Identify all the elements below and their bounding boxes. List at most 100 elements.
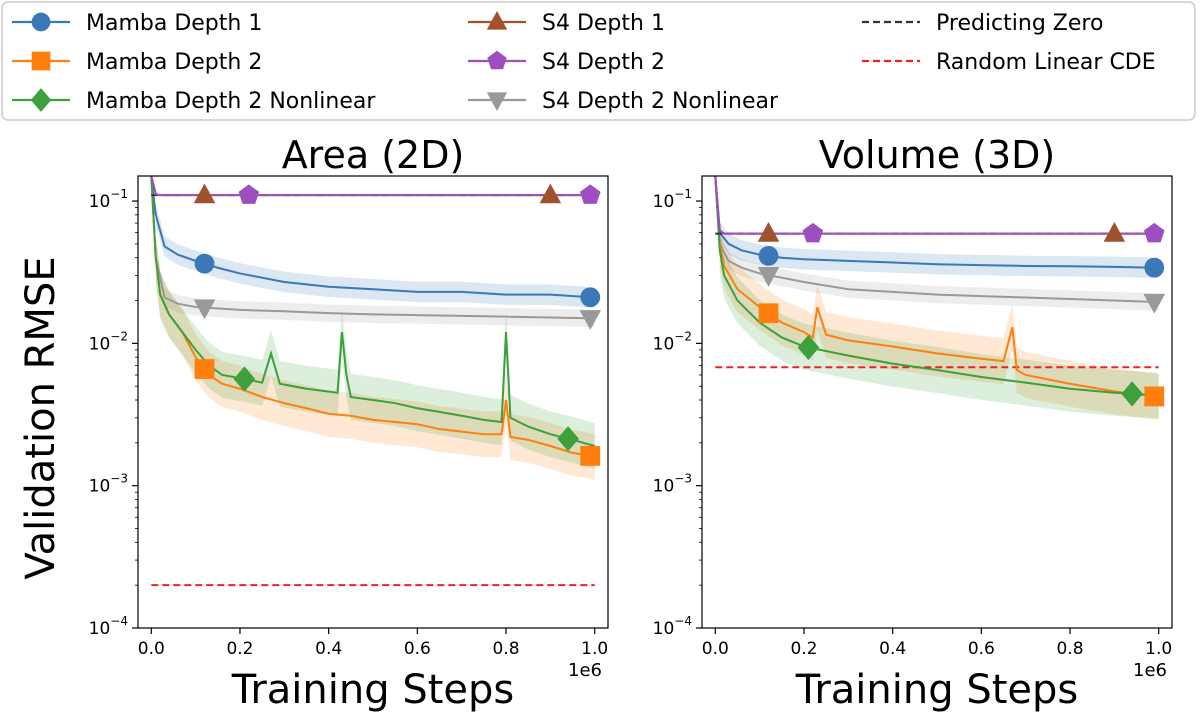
band-mamba2 [155, 234, 595, 480]
data-marker-triangle-down-icon [1143, 293, 1166, 314]
legend-label: Mamba Depth 1 [86, 11, 262, 36]
y-tick-label: 10−3 [653, 472, 692, 497]
y-tick-label: 10−4 [653, 614, 692, 639]
band-mamba2nl [719, 227, 1159, 419]
legend: Mamba Depth 1 Mamba Depth 2 Mamba Depth 2 … [1, 1, 1196, 121]
legend-label: Predicting Zero [936, 11, 1103, 36]
legend-label: S4 Depth 2 [542, 50, 665, 75]
series-line-s4_2 [150, 176, 595, 197]
axes-frame [701, 175, 1173, 629]
y-tick-label: 10−1 [89, 187, 128, 212]
x-tick-label: 0.8 [1056, 639, 1083, 659]
series-line-mamba2 [150, 176, 595, 458]
data-marker-triangle-icon [1103, 221, 1126, 242]
legend-marker-triangle-icon [486, 10, 508, 30]
data-marker-circle-icon [758, 245, 779, 266]
series-line-mamba1 [714, 176, 1159, 269]
x-axis-label: Training Steps [231, 667, 514, 713]
data-marker-circle-icon [580, 287, 601, 308]
x-tick-label: 0.4 [315, 639, 342, 659]
legend-entry-s4_2nl: S4 Depth 2 Nonlinear [468, 89, 779, 114]
panel-title: Area (2D) [282, 133, 465, 177]
series-line-s4_1 [150, 176, 595, 197]
series-line-s4_2 [714, 176, 1159, 235]
y-tick-label: 10−4 [89, 614, 128, 639]
data-marker-pentagon-icon [1143, 222, 1165, 243]
x-tick-label: 0.2 [226, 639, 253, 659]
data-marker-diamond-icon [233, 366, 256, 392]
data-marker-triangle-icon [757, 221, 780, 242]
series-line-mamba1 [150, 176, 595, 299]
band-s4_2nl [719, 235, 1159, 311]
legend-label: S4 Depth 2 Nonlinear [542, 89, 779, 114]
panel-title: Volume (3D) [819, 133, 1056, 177]
data-marker-diamond-icon [557, 426, 579, 452]
plot-area [150, 176, 595, 587]
series-line-mamba2nl [714, 176, 1159, 397]
legend-entry-s4_1: S4 Depth 1 [468, 10, 665, 36]
data-marker-diamond-icon [797, 334, 820, 361]
band-mamba1 [719, 222, 1159, 278]
x-tick-label: 0.6 [968, 639, 995, 659]
panel-area-2d: Area (2D) Training Steps 1e6 10−1 10−2 10−… [89, 133, 609, 713]
legend-label: Mamba Depth 2 [86, 50, 262, 75]
data-marker-circle-icon [194, 253, 215, 274]
x-tick-label: 0.8 [492, 639, 519, 659]
legend-label: S4 Depth 1 [542, 11, 665, 36]
legend-entry-zero: Predicting Zero [862, 11, 1103, 36]
data-marker-triangle-icon [539, 183, 562, 204]
data-marker-square-icon [1144, 386, 1165, 407]
y-tick-label: 10−2 [653, 329, 692, 354]
legend-entry-s4_2: S4 Depth 2 [468, 50, 665, 75]
data-marker-square-icon [758, 303, 779, 324]
data-marker-square-icon [580, 445, 601, 466]
y-tick-label: 10−3 [89, 472, 128, 497]
legend-marker-triangle-down-icon [486, 92, 508, 112]
x-tick-label: 0.6 [404, 639, 431, 659]
series-line-s4_1 [714, 176, 1159, 235]
x-axis-label: Training Steps [795, 667, 1078, 713]
data-marker-triangle-icon [193, 183, 216, 204]
x-scale-label: 1e6 [1133, 660, 1167, 681]
y-tick-label: 10−2 [89, 329, 128, 354]
data-marker-diamond-icon [1121, 381, 1143, 407]
band-mamba1 [155, 204, 595, 308]
data-marker-pentagon-icon [802, 222, 824, 243]
legend-entry-mamba2nl: Mamba Depth 2 Nonlinear [12, 88, 376, 114]
series-line-s4_2nl [714, 176, 1159, 304]
data-marker-circle-icon [1144, 257, 1165, 278]
band-mamba2nl [155, 234, 595, 469]
x-tick-label: 1.0 [581, 639, 608, 659]
legend-label: Mamba Depth 2 Nonlinear [86, 89, 376, 114]
legend-marker-pentagon-icon [487, 50, 507, 70]
legend-entry-mamba1: Mamba Depth 1 [12, 11, 262, 36]
legend-marker-circle-icon [31, 12, 51, 32]
data-marker-triangle-down-icon [757, 267, 780, 287]
axes-frame [137, 175, 609, 629]
series-line-mamba2nl [150, 176, 595, 447]
x-tick-label: 1.0 [1145, 639, 1172, 659]
x-scale-label: 1e6 [568, 660, 602, 681]
data-marker-square-icon [194, 359, 215, 379]
legend-frame [1, 1, 1196, 121]
x-tick-label: 0.4 [879, 639, 906, 659]
band-mamba2 [719, 220, 1159, 420]
x-tick-label: 0.0 [702, 639, 729, 659]
plot-area [714, 176, 1159, 420]
series-line-s4_2nl [150, 176, 595, 320]
y-tick-label: 10−1 [653, 187, 692, 212]
x-tick-label: 0.2 [790, 639, 817, 659]
data-marker-pentagon-icon [579, 184, 601, 204]
series-line-mamba2 [714, 176, 1159, 398]
legend-marker-diamond-icon [30, 88, 52, 112]
legend-entry-rlcde: Random Linear CDE [862, 50, 1156, 75]
band-s4_2nl [155, 249, 595, 327]
panel-volume-3d: Volume (3D) Training Steps 1e6 10−1 10−2 1… [653, 133, 1173, 713]
data-marker-triangle-down-icon [579, 310, 602, 330]
x-tick-label: 0.0 [138, 639, 165, 659]
legend-marker-square-icon [31, 51, 51, 71]
data-marker-triangle-down-icon [193, 299, 216, 320]
y-axis-label: Validation RMSE [18, 256, 64, 579]
legend-label: Random Linear CDE [936, 50, 1156, 75]
